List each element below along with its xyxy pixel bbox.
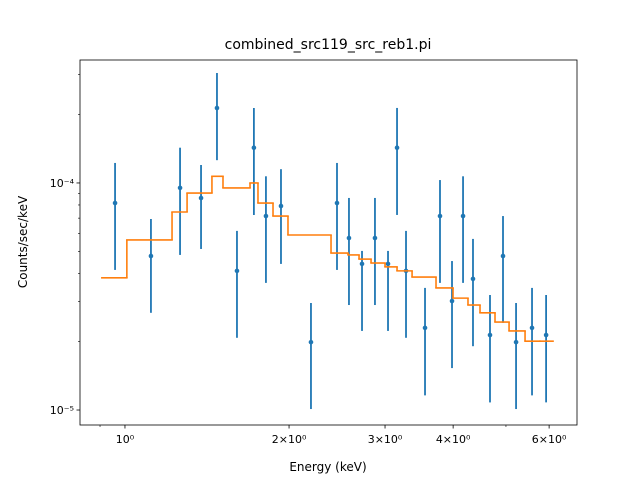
data-point: [529, 325, 535, 331]
data-point: [394, 145, 400, 150]
data-point: [513, 339, 519, 345]
data-point: [346, 235, 352, 241]
x-tick-label: 2×10⁰: [272, 433, 307, 446]
y-tick-label: 10⁻⁵: [50, 404, 74, 417]
data-point: [460, 213, 466, 219]
plot-area: [101, 73, 554, 410]
x-tick-label: 6×10⁰: [532, 433, 567, 446]
data-point: [470, 276, 476, 282]
y-axis-label: Counts/sec/keV: [16, 195, 30, 288]
data-point: [177, 185, 183, 191]
data-point: [308, 339, 314, 345]
data-point: [278, 203, 284, 209]
x-axis-label: Energy (keV): [289, 460, 366, 474]
x-tick-label: 3×10⁰: [368, 433, 403, 446]
chart-title: combined_src119_src_reb1.pi: [225, 37, 432, 53]
x-tick-label: 10⁰: [116, 433, 135, 446]
data-point: [385, 261, 391, 267]
data-point: [359, 261, 365, 267]
data-point: [437, 213, 443, 219]
data-point: [148, 253, 154, 259]
data-point: [251, 145, 257, 150]
data-point: [449, 298, 455, 304]
axes-frame: [79, 59, 578, 426]
data-point: [422, 325, 428, 331]
data-point: [263, 213, 269, 219]
y-tick-label: 10⁻⁴: [50, 177, 75, 190]
data-point: [198, 195, 204, 201]
data-point: [214, 105, 220, 111]
x-tick-label: 4×10⁰: [436, 433, 471, 446]
data-point: [334, 200, 340, 206]
data-point: [112, 200, 118, 206]
data-point: [234, 268, 240, 274]
data-point: [500, 253, 506, 259]
data-point: [487, 332, 493, 338]
data-point: [543, 332, 549, 338]
data-point: [372, 235, 378, 241]
